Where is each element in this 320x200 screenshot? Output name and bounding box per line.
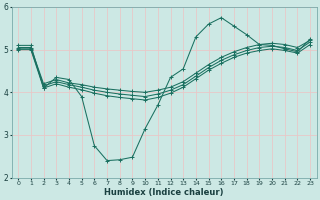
- X-axis label: Humidex (Indice chaleur): Humidex (Indice chaleur): [104, 188, 224, 197]
